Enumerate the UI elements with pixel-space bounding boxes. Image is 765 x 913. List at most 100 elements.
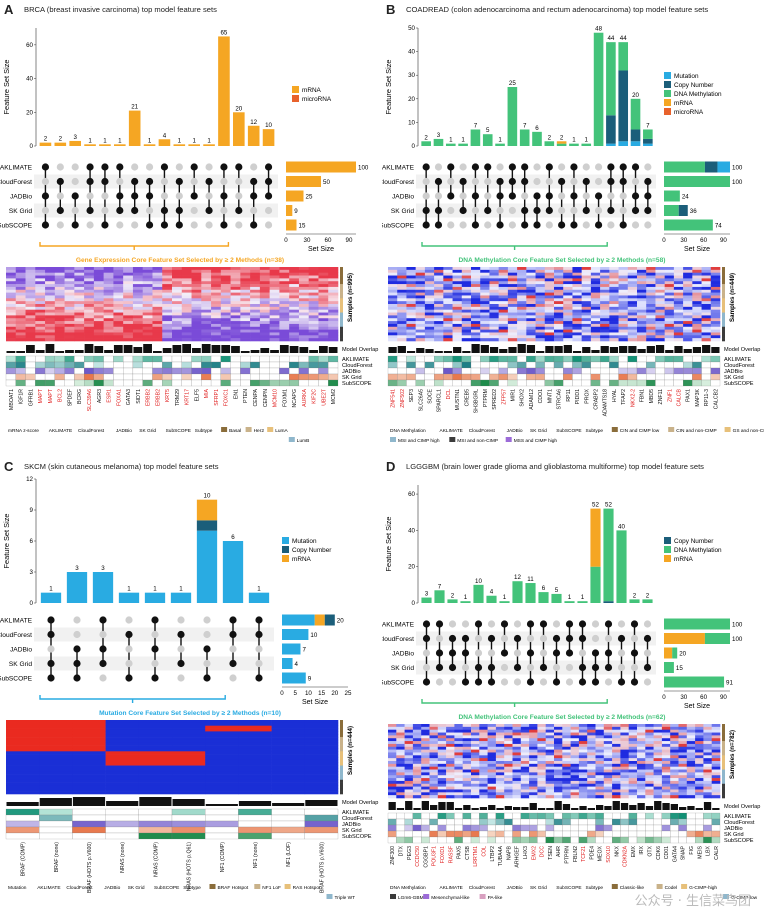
- heatmap-cell: [429, 749, 439, 753]
- heatmap-cell: [6, 731, 40, 735]
- model-overlap-bar: [205, 804, 238, 806]
- heatmap-cell: [113, 304, 124, 308]
- bar-value-label: 7: [523, 122, 527, 129]
- heatmap-cell: [487, 775, 497, 779]
- heatmap-cell: [181, 301, 192, 305]
- heatmap-cell: [646, 267, 656, 271]
- heatmap-cell: [132, 304, 144, 308]
- heatmap-cell: [661, 729, 671, 733]
- annotation-cell: [429, 836, 438, 844]
- heatmap-cell: [529, 772, 538, 776]
- heatmap-cell: [406, 315, 416, 319]
- heatmap-cell: [152, 289, 163, 293]
- heatmap-cell: [612, 755, 621, 759]
- heatmap-cell: [388, 749, 397, 753]
- heatmap-cell: [537, 758, 546, 762]
- set-size-bar: [717, 161, 730, 173]
- heatmap-cell: [162, 321, 173, 325]
- heatmap-cell: [554, 766, 563, 770]
- heatmap-cell: [25, 275, 36, 279]
- heatmap-cell: [703, 738, 712, 742]
- bar-segment: [643, 143, 653, 146]
- model-overlap-bar: [162, 348, 172, 353]
- gene-label: CALR: [714, 846, 720, 860]
- heatmap-cell: [298, 295, 310, 299]
- heatmap-cell: [645, 783, 654, 787]
- annotation-cell: [289, 361, 300, 369]
- matrix-dot-filled: [630, 620, 639, 628]
- heatmap-cell: [412, 761, 422, 765]
- matrix-dot-filled: [545, 192, 553, 200]
- heatmap-cell: [443, 309, 453, 313]
- heatmap-cell: [230, 315, 241, 319]
- heatmap-cell: [142, 269, 153, 273]
- annotation-cell: [445, 830, 455, 838]
- heatmap-cell: [673, 272, 684, 276]
- matrix-dot-empty: [631, 221, 640, 229]
- heatmap-cell: [454, 761, 463, 765]
- annotation-cell: [397, 367, 407, 375]
- heatmap-cell: [437, 763, 447, 767]
- heatmap-cell: [653, 780, 663, 785]
- heatmap-cell: [590, 326, 601, 330]
- heatmap-cell: [259, 329, 270, 333]
- matrix-dot-filled: [116, 163, 124, 171]
- annotation-cell: [695, 812, 704, 820]
- heatmap-cell: [424, 298, 435, 302]
- subtype-strip: [722, 284, 725, 288]
- heatmap-cell: [695, 786, 704, 790]
- heatmap-cell: [686, 761, 696, 765]
- heatmap-cell: [701, 275, 712, 279]
- heatmap-cell: [692, 312, 702, 316]
- annotation-cell: [181, 355, 192, 363]
- heatmap-cell: [653, 749, 663, 753]
- heatmap-cell: [683, 309, 693, 313]
- matrix-dot-empty: [151, 659, 159, 668]
- annotation-cell: [271, 808, 305, 816]
- heatmap-cell: [15, 318, 26, 322]
- heatmap-cell: [446, 741, 455, 745]
- heatmap-cell: [415, 329, 426, 333]
- heatmap-cell: [250, 323, 261, 328]
- subtype-strip: [340, 788, 343, 792]
- heatmap-cell: [72, 791, 106, 795]
- bar-value-label: 1: [498, 137, 502, 144]
- annotation-cell: [612, 824, 621, 832]
- gene-label: PAX1: [686, 389, 692, 402]
- annotation-cell: [670, 812, 679, 820]
- heatmap-cell: [520, 735, 530, 739]
- set-size-value: 9: [294, 208, 298, 215]
- heatmap-cell: [637, 729, 646, 733]
- heatmap-cell: [529, 766, 538, 770]
- heatmap-cell: [461, 312, 472, 316]
- heatmap-cell: [123, 295, 134, 299]
- annotation-cell: [701, 355, 711, 363]
- annotation-cell: [673, 373, 684, 381]
- matrix-dot-empty: [582, 192, 590, 200]
- matrix-dot-empty: [47, 645, 55, 653]
- heatmap-cell: [603, 766, 613, 770]
- annotation-cell: [421, 824, 430, 832]
- heatmap-cell: [563, 309, 573, 313]
- legend-swatch: [664, 72, 671, 79]
- heatmap-cell: [15, 278, 26, 282]
- heatmap-cell: [526, 335, 536, 339]
- annotation-cell: [487, 824, 496, 832]
- heatmap-cell: [655, 284, 665, 288]
- heatmap-cell: [191, 306, 202, 310]
- heatmap-cell: [570, 795, 580, 799]
- annotation-cell: [507, 373, 518, 381]
- heatmap-cell: [581, 335, 592, 339]
- heatmap-cell: [72, 759, 106, 763]
- heatmap-cell: [479, 763, 488, 767]
- heatmap-cell: [259, 326, 270, 330]
- heatmap-cell: [703, 726, 712, 730]
- model-overlap-bar: [305, 800, 338, 806]
- subtype-strip: [340, 722, 343, 726]
- heatmap-cell: [462, 743, 472, 748]
- model-overlap-bar: [463, 805, 471, 810]
- heatmap-cell: [562, 746, 571, 750]
- annotation-cell: [171, 826, 206, 834]
- heatmap-cell: [304, 757, 339, 761]
- heatmap-cell: [545, 789, 555, 793]
